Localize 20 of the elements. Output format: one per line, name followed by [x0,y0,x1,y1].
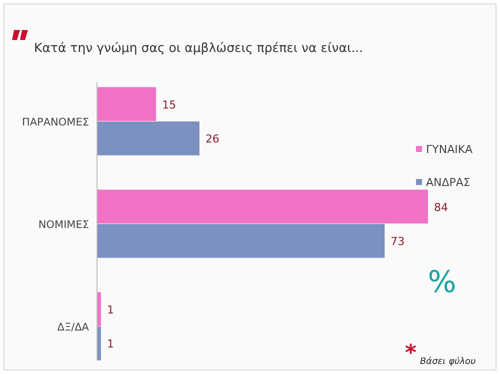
data-label: 73 [390,235,405,248]
bar [97,190,428,224]
bar [97,224,385,258]
y-tick-label: ΔΞ/ΔΑ [57,322,90,334]
bar [97,121,200,156]
data-label: 1 [106,338,114,351]
legend-label: ΑΝΔΡΑΣ [426,176,470,189]
annotation: * [405,341,417,366]
data-label: 1 [106,303,114,316]
chart-title: Κατά την γνώμη σας οι αμβλώσεις πρέπει να είναι... [34,40,364,55]
data-label: 84 [434,200,448,214]
data-label: 26 [205,132,220,146]
legend-label: ΓΥΝΑΙΚΑ [426,143,474,156]
annotation: % [428,265,456,300]
y-tick-label: ΝΟΜΙΜΕΣ [38,219,89,231]
y-tick-label: ΠΑΡΑΝΟΜΕΣ [22,116,89,128]
bar [97,326,101,360]
data-label: 15 [162,98,176,112]
annotation: Βάσει φύλου [420,356,476,367]
bar [97,87,156,121]
